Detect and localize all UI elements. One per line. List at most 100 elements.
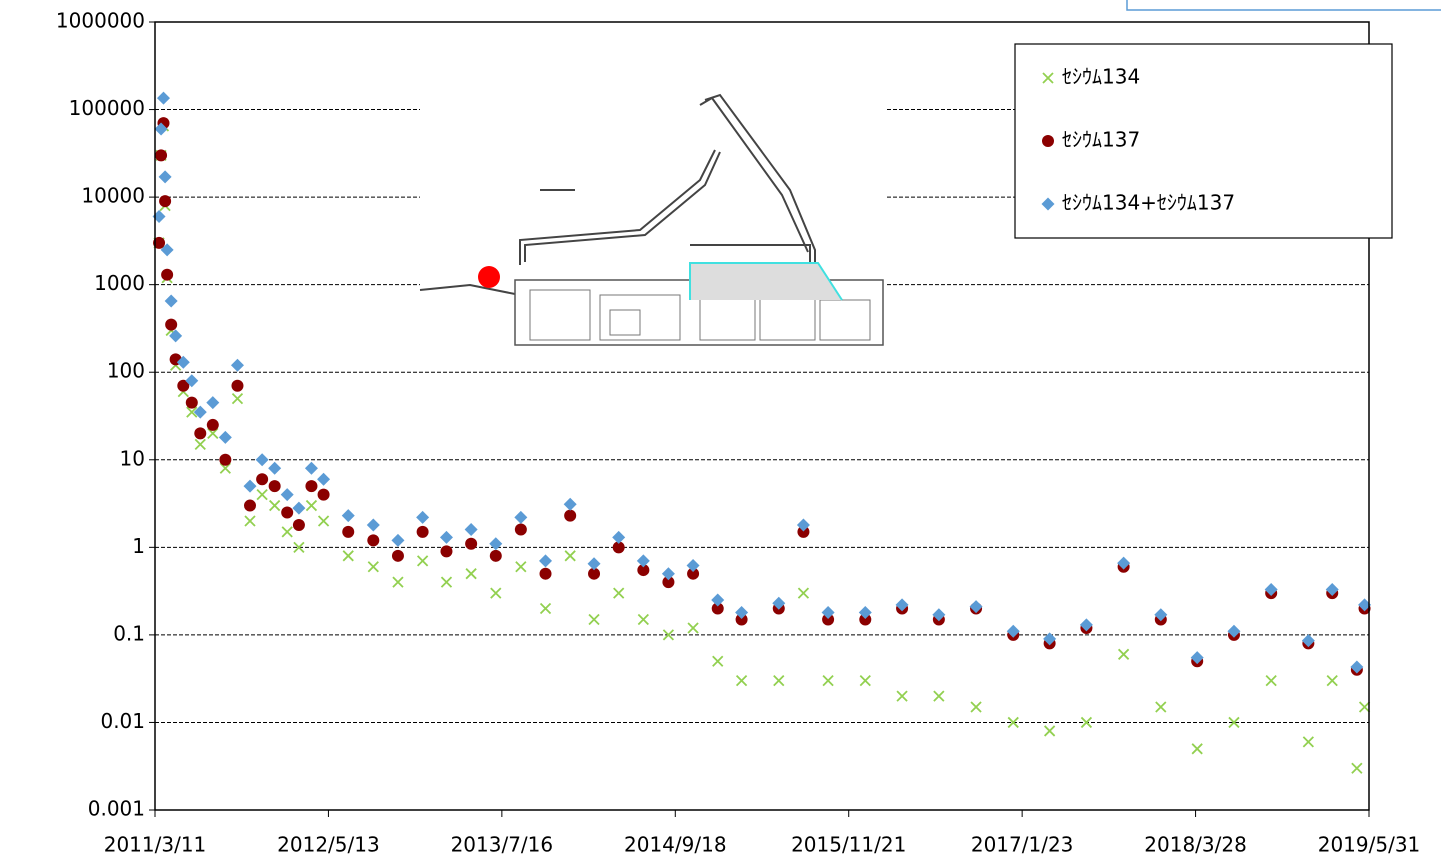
data-point: [416, 525, 429, 538]
data-point: [177, 379, 190, 392]
x-tick-label: 2013/7/16: [451, 833, 554, 857]
data-point: [587, 557, 601, 571]
data-point: [1302, 736, 1314, 748]
data-point: [156, 91, 170, 105]
data-point: [662, 629, 675, 641]
data-point: [281, 506, 294, 519]
data-point: [153, 236, 166, 249]
data-point: [636, 554, 650, 568]
data-point: [305, 480, 318, 493]
data-point: [440, 576, 453, 588]
data-point: [797, 587, 810, 599]
data-point: [515, 561, 527, 573]
data-point: [304, 461, 318, 475]
data-point: [256, 488, 268, 501]
x-tick-label: 2014/9/18: [624, 833, 727, 857]
data-point: [712, 655, 724, 667]
x-tick-label: 2018/3/28: [1144, 833, 1247, 857]
data-point: [822, 613, 835, 626]
data-point: [231, 379, 244, 392]
data-point: [1227, 624, 1241, 638]
data-point: [1043, 632, 1057, 646]
data-point: [464, 522, 478, 536]
data-point: [1117, 556, 1131, 570]
data-point: [932, 608, 946, 622]
data-point: [255, 453, 269, 467]
data-point: [161, 268, 174, 281]
data-point: [218, 430, 232, 444]
data-point: [637, 613, 649, 626]
data-point: [317, 515, 330, 527]
x-tick-label: 2012/5/13: [277, 833, 380, 857]
data-point: [711, 593, 725, 607]
data-point: [1325, 582, 1339, 596]
legend-label: ｾｼｳﾑ137: [1062, 128, 1140, 152]
data-point: [588, 567, 601, 580]
y-tick-label: 0.001: [88, 797, 145, 821]
data-point: [219, 462, 231, 474]
data-point: [281, 526, 293, 538]
x-tick-label: 2015/11/21: [791, 833, 906, 857]
legend-marker: [1042, 72, 1054, 84]
data-point: [822, 675, 834, 687]
data-point: [1358, 598, 1372, 612]
data-point: [796, 518, 810, 532]
data-point: [490, 587, 502, 599]
data-point: [1301, 634, 1315, 648]
data-point: [1326, 675, 1338, 687]
data-point: [292, 501, 306, 515]
data-point: [662, 576, 675, 589]
data-point: [391, 533, 405, 547]
data-point: [159, 195, 172, 208]
data-point: [1350, 660, 1364, 674]
y-tick-label: 1000: [94, 271, 145, 295]
data-point: [367, 534, 380, 547]
data-point: [416, 510, 430, 524]
data-point: [1080, 716, 1093, 729]
data-point: [176, 355, 190, 369]
data-point: [342, 525, 355, 538]
data-point: [564, 550, 576, 562]
legend-marker: [1042, 135, 1054, 147]
data-point: [194, 427, 207, 440]
data-point: [244, 499, 257, 512]
data-point: [969, 600, 983, 614]
data-point: [416, 555, 429, 567]
data-point: [1351, 762, 1363, 774]
data-point: [735, 675, 748, 687]
data-point: [465, 568, 477, 580]
data-point: [305, 499, 318, 512]
data-point: [1358, 701, 1371, 713]
data-point: [158, 170, 172, 184]
data-point: [711, 602, 724, 615]
legend-box: [1014, 43, 1393, 239]
y-tick-label: 0.1: [113, 621, 145, 645]
data-point: [169, 329, 183, 343]
data-point: [366, 518, 380, 532]
data-point: [564, 509, 577, 522]
data-point: [206, 418, 219, 431]
data-point: [230, 358, 244, 372]
y-tick-label: 10: [120, 446, 145, 470]
y-tick-label: 100: [107, 359, 145, 383]
data-point: [219, 453, 232, 466]
data-point: [342, 550, 354, 562]
data-point: [612, 541, 625, 554]
data-point: [194, 438, 206, 450]
data-point: [1155, 701, 1167, 713]
data-point: [1265, 675, 1277, 687]
corner-box: [1126, 0, 1441, 11]
data-point: [895, 598, 909, 612]
data-point: [317, 488, 330, 501]
data-point: [268, 461, 282, 475]
data-point: [1154, 608, 1168, 622]
data-point: [367, 561, 379, 573]
data-point: [773, 675, 785, 687]
data-point: [391, 549, 404, 562]
data-point: [563, 497, 577, 511]
data-point: [772, 596, 786, 610]
legend-label: ｾｼｳﾑ134: [1062, 65, 1140, 89]
data-point: [243, 479, 257, 493]
data-point: [539, 554, 553, 568]
data-point: [489, 537, 503, 551]
